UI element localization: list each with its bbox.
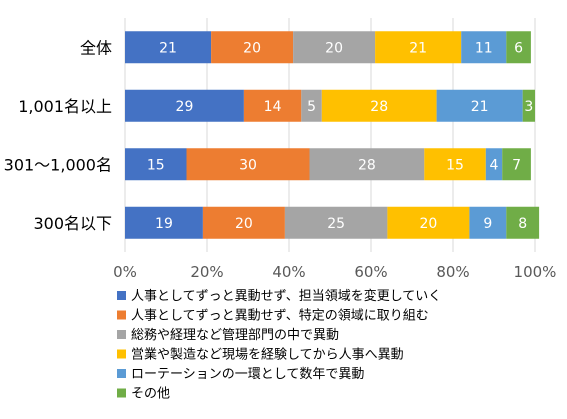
legend-label: ローテーションの一環として数年で異動 bbox=[131, 367, 364, 382]
x-tick-label: 20% bbox=[190, 263, 223, 281]
data-label: 20 bbox=[235, 216, 253, 232]
legend-label: 総務や経理など管理部門の中で異動 bbox=[131, 328, 339, 343]
data-label: 11 bbox=[475, 40, 493, 56]
legend-swatch bbox=[117, 369, 126, 378]
data-label: 5 bbox=[307, 99, 316, 115]
data-label: 29 bbox=[176, 99, 194, 115]
data-label: 20 bbox=[243, 40, 261, 56]
data-label: 20 bbox=[419, 216, 437, 232]
x-tick-label: 80% bbox=[436, 263, 469, 281]
legend-swatch bbox=[117, 388, 126, 398]
data-label: 19 bbox=[155, 216, 173, 232]
data-label: 28 bbox=[358, 157, 376, 173]
data-label: 14 bbox=[264, 99, 282, 115]
legend-label: その他 bbox=[131, 387, 170, 402]
category-label: 301～1,000名 bbox=[4, 155, 112, 174]
bar-segment bbox=[461, 31, 507, 64]
bar-segment bbox=[502, 148, 531, 181]
legend-swatch bbox=[117, 349, 126, 359]
x-tick-label: 40% bbox=[272, 263, 305, 281]
data-label: 3 bbox=[524, 99, 533, 115]
bar-segment bbox=[424, 148, 486, 181]
data-label: 6 bbox=[514, 40, 523, 56]
category-label: 1,001名以上 bbox=[18, 97, 112, 116]
bar-segment bbox=[293, 31, 376, 64]
bar-segment bbox=[522, 89, 535, 122]
bar-segment bbox=[301, 89, 322, 122]
data-label: 21 bbox=[159, 40, 177, 56]
x-tick-label: 0% bbox=[113, 263, 137, 281]
legend-swatch bbox=[117, 291, 126, 300]
data-label: 7 bbox=[512, 157, 521, 173]
data-label: 21 bbox=[471, 99, 489, 115]
data-label: 21 bbox=[409, 40, 427, 56]
bar-segment bbox=[387, 206, 470, 239]
data-label: 20 bbox=[325, 40, 343, 56]
data-label: 8 bbox=[518, 216, 527, 232]
bar-segment bbox=[125, 206, 203, 239]
bar-segment bbox=[125, 31, 212, 64]
data-label: 9 bbox=[483, 216, 492, 232]
bar-segment bbox=[309, 148, 425, 181]
bar-segment bbox=[436, 89, 523, 122]
legend-label: 営業や製造など現場を経験してから人事へ異動 bbox=[131, 347, 404, 363]
bar-segment bbox=[469, 206, 507, 239]
legend-label: 人事としてずっと異動せず、担当領域を変更していく bbox=[131, 288, 441, 304]
bar-segment bbox=[125, 148, 187, 181]
bar-segment bbox=[506, 31, 531, 64]
category-label: 全体 bbox=[80, 38, 112, 57]
x-tick-label: 60% bbox=[354, 263, 387, 281]
data-label: 25 bbox=[327, 216, 345, 232]
bar-segment bbox=[202, 206, 285, 239]
bar-segment bbox=[243, 89, 302, 122]
category-label: 300名以下 bbox=[33, 214, 112, 233]
legend-swatch bbox=[117, 310, 126, 320]
data-label: 15 bbox=[147, 157, 165, 173]
legend-label: 人事としてずっと異動せず、特定の領域に取り組む bbox=[131, 308, 429, 324]
data-label: 30 bbox=[239, 157, 257, 173]
bar-segment bbox=[321, 89, 437, 122]
bar-segment bbox=[284, 206, 388, 239]
bar-segment bbox=[211, 31, 294, 64]
data-label: 4 bbox=[490, 157, 499, 173]
bar-segment bbox=[375, 31, 462, 64]
bar-segment bbox=[186, 148, 310, 181]
data-label: 28 bbox=[370, 99, 388, 115]
x-tick-label: 100% bbox=[514, 263, 557, 281]
bar-segment bbox=[485, 148, 503, 181]
legend-swatch bbox=[117, 330, 126, 339]
bar-segment bbox=[125, 89, 244, 122]
bar-segment bbox=[506, 206, 540, 239]
data-label: 15 bbox=[446, 157, 464, 173]
